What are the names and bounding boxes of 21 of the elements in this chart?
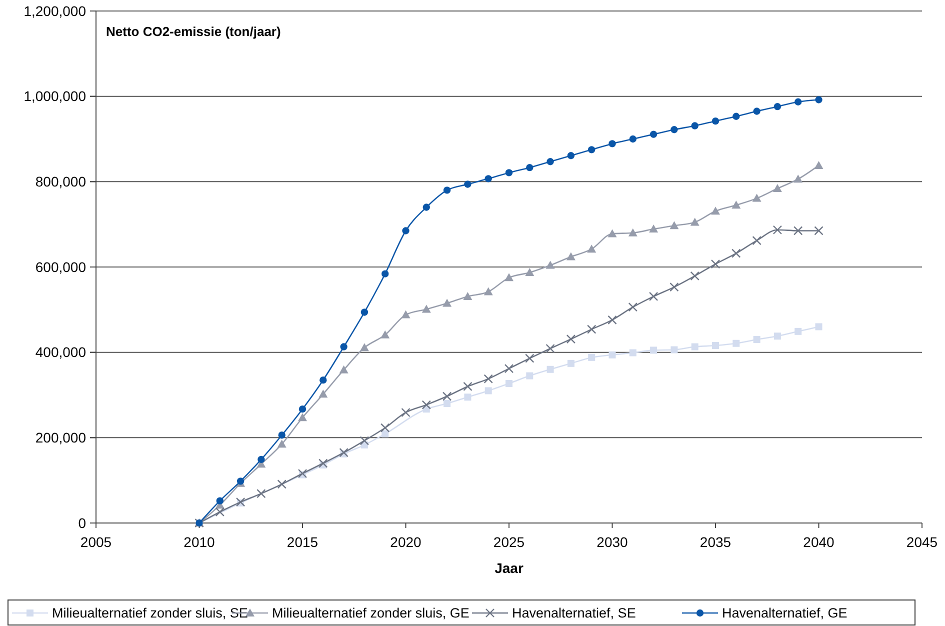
y-tick-label: 1,000,000 [24, 88, 86, 104]
x-tick-label: 2005 [80, 534, 112, 550]
x-tick-label: 2045 [906, 534, 938, 550]
x-tick-label: 2015 [286, 534, 318, 550]
x-tick-label: 2030 [596, 534, 628, 550]
x-tick-label: 2035 [700, 534, 732, 550]
y-tick-label: 1,200,000 [24, 2, 86, 19]
text: Netto CO2-emissie (ton/jaar) [106, 24, 281, 39]
y-tick-label: 0 [78, 514, 86, 531]
legend-label: Havenalternatief, GE [722, 606, 848, 621]
y-tick-label: 600,000 [35, 258, 86, 275]
x-tick-label: 2010 [184, 534, 216, 550]
legend-label: Havenalternatief, SE [512, 606, 636, 621]
x-tick-label: 2025 [493, 534, 525, 550]
y-tick-label: 200,000 [35, 430, 86, 446]
y-tick-label: 400,000 [35, 344, 86, 360]
x-tick-label: 2020 [390, 534, 422, 550]
x-tick-label: 2040 [803, 534, 835, 550]
legend-label: Milieualternatief zonder sluis, GE [272, 606, 470, 621]
y-tick-label: 800,000 [35, 174, 86, 190]
x-axis-title: Jaar [494, 560, 524, 576]
